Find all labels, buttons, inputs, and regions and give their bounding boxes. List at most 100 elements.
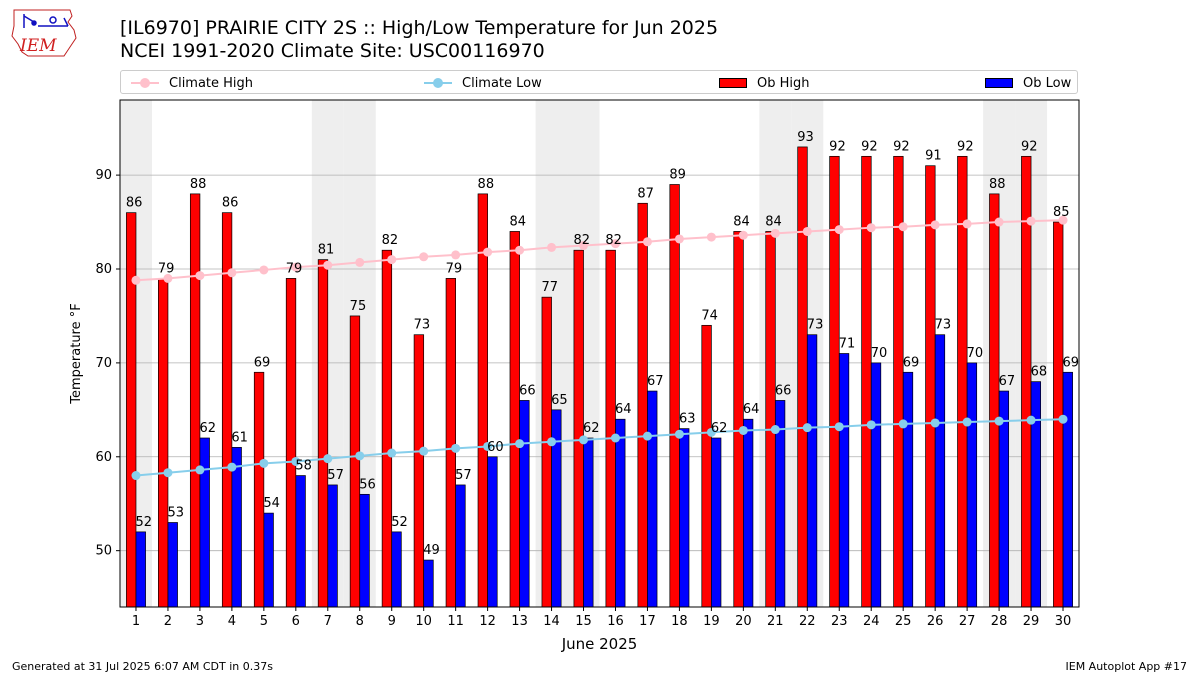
climate-low-point [579,435,589,445]
ob-high-label: 92 [829,139,846,154]
ob-low-bar [838,353,850,608]
ob-high-label: 92 [893,139,910,154]
legend-swatch-ob-high [719,78,747,88]
y-tick-label: 90 [95,168,112,183]
x-tick-label: 12 [479,614,496,629]
climate-low-point [898,419,908,429]
ob-low-label: 52 [136,515,153,530]
climate-high-point [419,252,429,262]
ob-low-bar [679,428,690,608]
ob-high-bar [701,324,712,608]
ob-low-bar [487,456,498,608]
legend-label: Ob Low [1023,75,1072,91]
ob-high-label: 74 [701,308,718,323]
ob-low-bar [870,362,882,608]
climate-high-point [1058,215,1068,225]
x-tick-label: 3 [196,614,204,629]
climate-low-point [834,422,844,432]
climate-high-point [834,225,844,235]
legend-swatch-climate-high [131,78,159,88]
climate-high-point [1026,216,1036,226]
ob-low-label: 58 [295,459,312,474]
climate-high-point [770,228,780,238]
x-tick-label: 21 [767,614,784,629]
climate-high-point [898,222,908,232]
legend-label: Ob High [757,75,810,91]
x-tick-label: 10 [415,614,432,629]
ob-high-bar [829,155,840,608]
climate-low-point [195,465,205,475]
ob-low-bar [519,400,530,608]
ob-low-bar [647,390,658,608]
chart-subtitle: NCEI 1991-2020 Climate Site: USC00116970 [120,40,545,62]
ob-high-label: 75 [350,299,367,314]
ob-low-label: 73 [935,318,952,333]
ob-high-label: 82 [573,233,590,248]
ob-high-label: 84 [765,214,782,229]
ob-low-bar [135,531,146,608]
climate-high-point [674,234,684,244]
ob-high-label: 84 [510,214,527,229]
x-tick-label: 16 [607,614,624,629]
climate-low-point [355,451,365,461]
ob-low-label: 69 [1063,355,1080,370]
x-tick-label: 5 [260,614,268,629]
ob-high-label: 79 [158,261,175,276]
ob-low-label: 64 [615,402,632,417]
ob-low-bar [806,334,818,608]
ob-high-label: 91 [925,149,942,164]
ob-low-label: 73 [807,318,824,333]
ob-high-bar [797,146,808,608]
ob-high-bar [509,231,520,608]
x-tick-label: 26 [927,614,944,629]
climate-low-point [515,439,525,449]
ob-high-bar [669,184,680,608]
ob-low-bar [455,484,466,608]
ob-low-bar [1062,371,1073,608]
x-axis-label: June 2025 [561,635,638,653]
x-tick-label: 4 [228,614,236,629]
climate-low-point [1058,414,1068,424]
climate-high-point [355,257,365,267]
ob-high-label: 81 [318,243,335,258]
ob-low-label: 63 [679,412,696,427]
climate-low-point [866,420,876,430]
chart-legend: Climate High Climate Low Ob High Ob Low [120,70,1078,94]
climate-high-point [227,268,237,278]
ob-low-label: 62 [583,421,600,436]
climate-low-point [642,431,652,441]
ob-low-label: 53 [167,506,184,521]
ob-high-label: 92 [957,139,974,154]
ob-high-bar [605,249,616,608]
ob-low-label: 52 [391,515,408,530]
iem-logo: IEM [11,9,77,57]
y-tick-label: 60 [95,450,112,465]
x-tick-label: 22 [799,614,816,629]
ob-low-label: 57 [455,468,472,483]
ob-low-bar [391,531,402,608]
legend-swatch-ob-low [985,78,1013,88]
ob-low-label: 60 [487,440,504,455]
legend-swatch-climate-low [424,78,452,88]
ob-low-bar [263,512,274,608]
climate-low-point [738,425,748,435]
ob-high-bar [253,371,265,608]
ob-low-bar [934,334,946,608]
y-tick-label: 50 [95,544,112,559]
ob-high-bar [989,193,1000,608]
climate-high-point [483,247,493,257]
x-tick-label: 8 [356,614,364,629]
x-tick-label: 18 [671,614,688,629]
x-tick-label: 28 [991,614,1008,629]
climate-low-point [706,427,716,437]
x-tick-label: 27 [959,614,976,629]
ob-low-label: 57 [327,468,344,483]
x-tick-label: 2 [164,614,172,629]
climate-high-line [135,219,1064,282]
x-tick-label: 25 [895,614,912,629]
ob-low-bar [359,493,370,608]
climate-low-point [994,416,1004,426]
x-tick-label: 17 [639,614,656,629]
y-tick-label: 80 [95,262,112,277]
